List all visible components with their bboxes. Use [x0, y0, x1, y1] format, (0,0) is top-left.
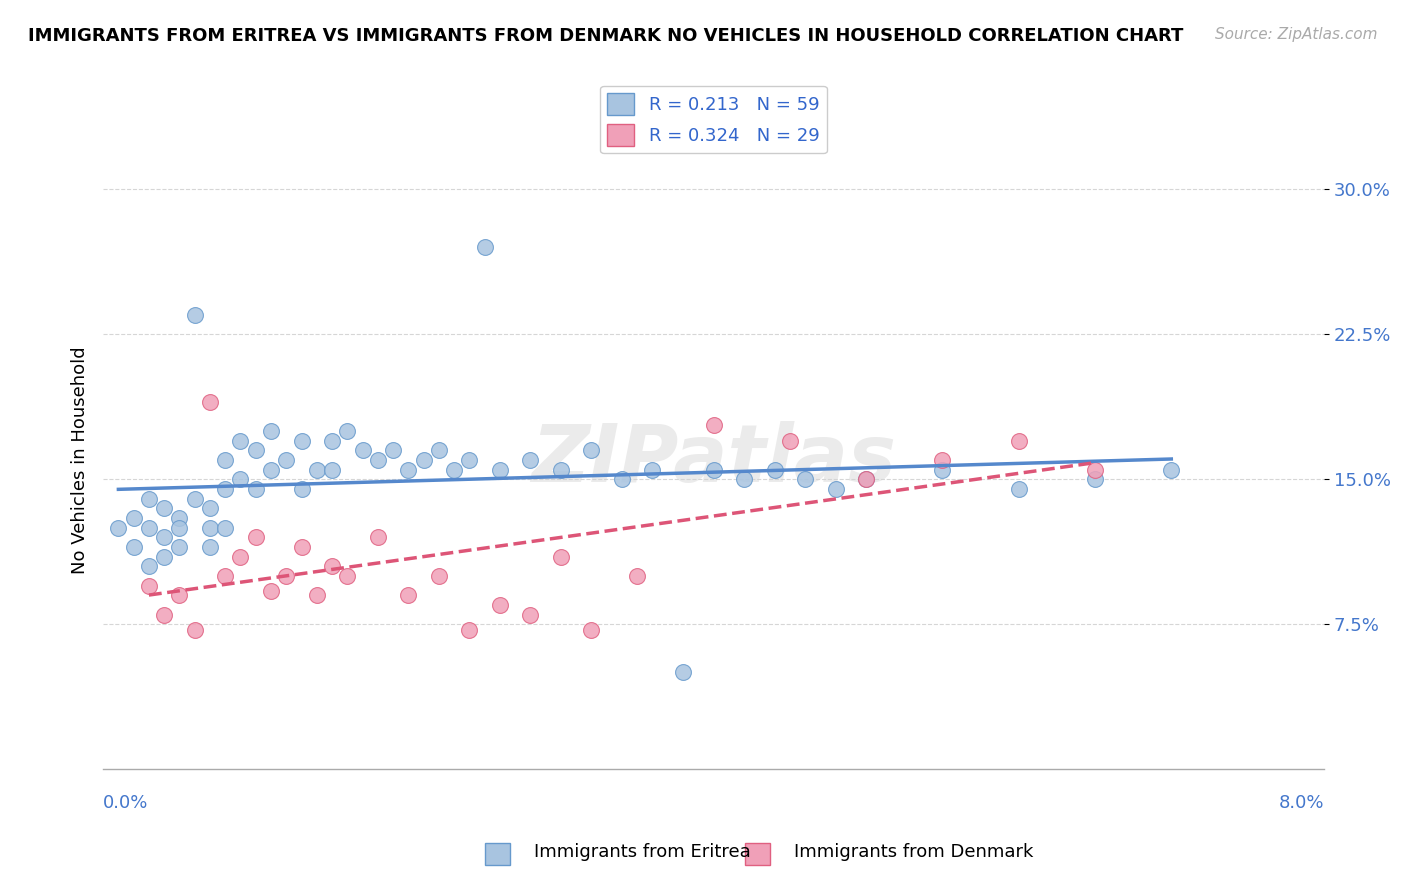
Point	[931, 462, 953, 476]
Text: Immigrants from Denmark: Immigrants from Denmark	[794, 843, 1033, 861]
Point	[641, 462, 664, 476]
Point	[153, 501, 176, 516]
Point	[198, 520, 221, 534]
Point	[458, 623, 481, 637]
Point	[229, 434, 252, 448]
Point	[367, 530, 389, 544]
Point	[412, 453, 434, 467]
Legend: R = 0.213   N = 59, R = 0.324   N = 29: R = 0.213 N = 59, R = 0.324 N = 29	[600, 86, 827, 153]
Point	[169, 520, 191, 534]
Point	[489, 598, 512, 612]
Point	[1008, 482, 1031, 496]
Point	[305, 462, 328, 476]
Point	[321, 434, 343, 448]
Point	[336, 569, 359, 583]
Point	[229, 472, 252, 486]
Point	[276, 569, 298, 583]
Point	[427, 569, 450, 583]
Point	[290, 482, 312, 496]
Point	[107, 520, 129, 534]
Point	[214, 482, 236, 496]
Point	[855, 472, 877, 486]
Point	[519, 453, 541, 467]
Point	[550, 549, 572, 564]
Point	[183, 491, 205, 506]
Point	[229, 549, 252, 564]
Text: 0.0%: 0.0%	[103, 794, 149, 812]
Point	[733, 472, 755, 486]
Point	[672, 665, 695, 680]
Point	[779, 434, 801, 448]
Point	[626, 569, 648, 583]
Text: ZIPatlas: ZIPatlas	[531, 421, 896, 499]
Point	[931, 453, 953, 467]
Point	[824, 482, 846, 496]
Point	[763, 462, 786, 476]
Point	[702, 462, 724, 476]
Point	[702, 418, 724, 433]
Point	[321, 559, 343, 574]
Point	[138, 559, 160, 574]
Point	[214, 569, 236, 583]
Point	[214, 453, 236, 467]
Point	[169, 511, 191, 525]
Point	[321, 462, 343, 476]
Point	[581, 443, 603, 458]
Y-axis label: No Vehicles in Household: No Vehicles in Household	[72, 346, 89, 574]
Point	[581, 623, 603, 637]
Point	[138, 578, 160, 592]
Point	[245, 530, 267, 544]
Point	[443, 462, 465, 476]
Point	[183, 308, 205, 322]
Point	[367, 453, 389, 467]
Point	[794, 472, 817, 486]
Point	[169, 540, 191, 554]
Point	[1084, 472, 1107, 486]
Point	[260, 462, 283, 476]
Point	[396, 588, 419, 602]
Point	[519, 607, 541, 622]
Point	[336, 424, 359, 438]
Point	[153, 530, 176, 544]
Point	[260, 424, 283, 438]
Point	[183, 623, 205, 637]
Point	[198, 395, 221, 409]
Point	[382, 443, 405, 458]
Point	[276, 453, 298, 467]
Point	[1160, 462, 1182, 476]
Text: Source: ZipAtlas.com: Source: ZipAtlas.com	[1215, 27, 1378, 42]
Point	[855, 472, 877, 486]
Point	[138, 520, 160, 534]
Point	[290, 540, 312, 554]
Point	[122, 511, 145, 525]
Point	[458, 453, 481, 467]
Point	[427, 443, 450, 458]
Point	[198, 501, 221, 516]
Point	[214, 520, 236, 534]
Point	[489, 462, 512, 476]
Point	[169, 588, 191, 602]
Point	[305, 588, 328, 602]
Point	[260, 584, 283, 599]
Point	[122, 540, 145, 554]
Point	[153, 607, 176, 622]
Point	[290, 434, 312, 448]
Point	[245, 443, 267, 458]
Point	[1008, 434, 1031, 448]
Point	[198, 540, 221, 554]
Point	[245, 482, 267, 496]
Point	[1084, 462, 1107, 476]
Point	[474, 240, 496, 254]
Point	[610, 472, 633, 486]
Point	[138, 491, 160, 506]
Text: IMMIGRANTS FROM ERITREA VS IMMIGRANTS FROM DENMARK NO VEHICLES IN HOUSEHOLD CORR: IMMIGRANTS FROM ERITREA VS IMMIGRANTS FR…	[28, 27, 1184, 45]
Text: 8.0%: 8.0%	[1278, 794, 1324, 812]
Point	[153, 549, 176, 564]
Point	[352, 443, 374, 458]
Point	[550, 462, 572, 476]
Point	[396, 462, 419, 476]
Text: Immigrants from Eritrea: Immigrants from Eritrea	[534, 843, 751, 861]
